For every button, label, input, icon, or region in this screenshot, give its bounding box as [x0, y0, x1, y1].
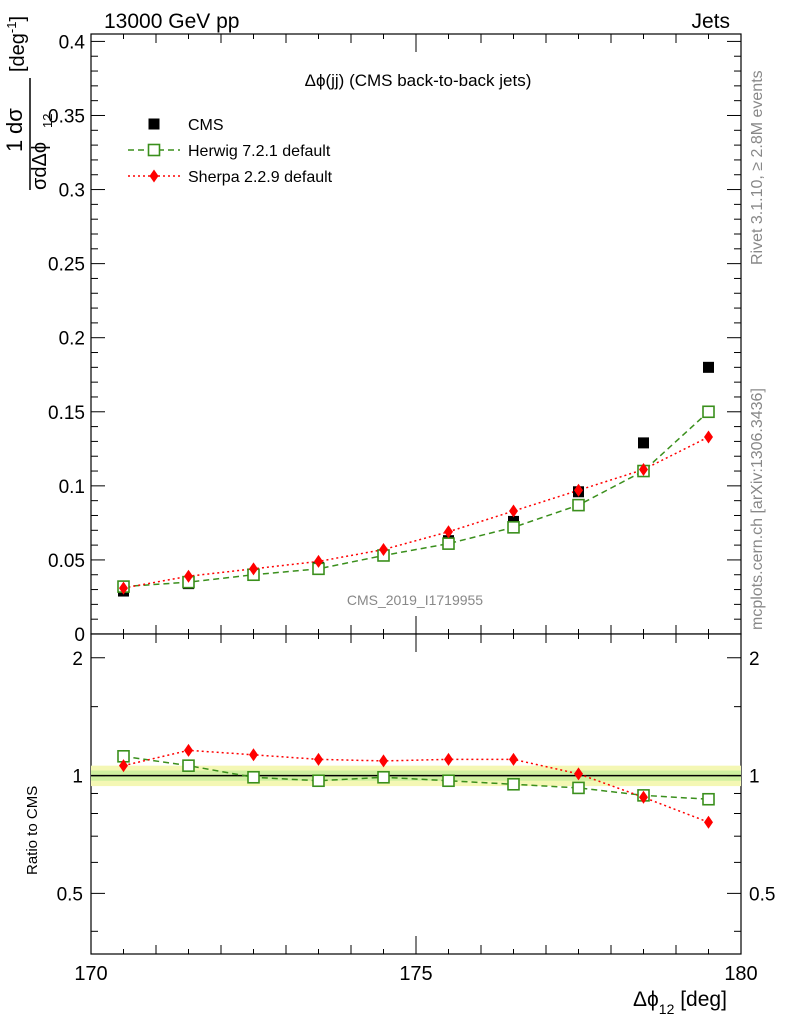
svg-text:12: 12 — [40, 114, 55, 128]
ratio-y-tick-label-left: 0.5 — [57, 884, 83, 905]
data-point — [507, 521, 520, 534]
ratio-series-layer — [117, 743, 715, 829]
x-tick-label: 175 — [399, 963, 432, 985]
ratio-y-axis: 0.5 0.5 1 1 2 2 — [57, 649, 775, 932]
ratio-y-tick-label-right: 0.5 — [749, 884, 775, 905]
main-y-tick-label: 0.1 — [59, 477, 85, 498]
main-y-tick-label: 0.4 — [59, 32, 86, 53]
data-point — [507, 777, 520, 791]
data-point — [444, 525, 453, 539]
data-point — [509, 752, 518, 766]
data-point — [444, 752, 453, 766]
data-point — [379, 754, 388, 768]
data-point — [184, 569, 193, 583]
data-point — [702, 405, 715, 419]
svg-text:Δϕ12 [deg]: Δϕ12 [deg] — [633, 988, 727, 1017]
legend-marker — [148, 118, 160, 130]
main-y-tick-label: 0 — [74, 625, 85, 646]
data-point — [704, 815, 713, 829]
data-point — [314, 554, 323, 568]
data-point — [119, 759, 128, 773]
data-point — [639, 790, 648, 804]
main-y-axis-label: 1 dσ σdΔϕ 12 [deg-1] — [2, 16, 55, 190]
main-y-tick-label: 0.25 — [48, 255, 85, 276]
x-tick-label: 180 — [724, 963, 757, 985]
main-y-tick-label: 0.3 — [59, 181, 85, 202]
series-line — [123, 436, 709, 589]
data-point — [379, 543, 388, 557]
data-point — [247, 770, 260, 784]
data-point — [704, 430, 713, 444]
data-point — [572, 498, 585, 512]
main-y-tick-label: 0.35 — [48, 106, 85, 127]
ratio-y-axis-label: Ratio to CMS — [24, 786, 41, 875]
data-point — [702, 792, 715, 806]
main-y-axis: 0 0.05 0.1 0.15 0.2 0.25 0.3 0.35 0.4 — [48, 32, 741, 646]
main-y-tick-label: 0.05 — [48, 551, 85, 572]
ratio-y-tick-label-right: 1 — [749, 767, 760, 788]
data-point — [249, 562, 258, 576]
ratio-y-tick-label-left: 1 — [72, 767, 83, 788]
main-y-tick-label: 0.2 — [59, 329, 85, 350]
data-point — [703, 361, 714, 373]
legend-label: Sherpa 2.2.9 default — [188, 169, 333, 186]
main-y-tick-label: 0.15 — [48, 403, 85, 424]
data-point — [314, 752, 323, 766]
mcplots-reference-label: mcplots.cern.ch [arXiv:1306.3436] — [749, 388, 766, 630]
legend-marker — [147, 143, 161, 157]
data-point — [312, 774, 325, 788]
svg-text:dσ: dσ — [2, 108, 27, 134]
data-point — [509, 504, 518, 518]
main-series-layer — [117, 361, 715, 597]
series-line — [123, 411, 710, 588]
x-axis-label: Δϕ12 [deg] — [633, 988, 727, 1017]
ratio-y-tick-label-right: 2 — [749, 649, 760, 670]
data-point — [574, 483, 583, 497]
header-category: Jets — [691, 10, 730, 33]
data-point — [119, 581, 128, 595]
data-point — [182, 759, 195, 772]
data-point — [574, 767, 583, 781]
data-point — [639, 463, 648, 477]
main-panel-frame — [90, 33, 742, 635]
data-point — [377, 770, 390, 784]
chart-title: Δϕ(jj) (CMS back-to-back jets) — [305, 71, 532, 90]
legend: CMS Herwig 7.2.1 default Sherpa 2.2.9 defa… — [128, 117, 333, 186]
data-point — [249, 748, 258, 762]
svg-text:σdΔϕ: σdΔϕ — [29, 142, 51, 190]
legend-label: Herwig 7.2.1 default — [188, 143, 331, 160]
svg-text:[deg-1]: [deg-1] — [4, 16, 29, 72]
legend-marker — [149, 169, 159, 183]
data-point — [442, 537, 455, 550]
x-tick-label: 170 — [74, 963, 107, 985]
svg-text:1: 1 — [2, 140, 27, 152]
header-process: 13000 GeV pp — [104, 10, 239, 33]
data-point — [572, 781, 585, 795]
ratio-y-tick-label-left: 2 — [72, 649, 83, 670]
data-point — [184, 743, 193, 757]
legend-label: CMS — [188, 117, 224, 134]
main-x-axis — [90, 34, 742, 634]
series-line — [123, 755, 709, 800]
analysis-watermark: CMS_2019_I1719955 — [347, 592, 483, 608]
rivet-version-label: Rivet 3.1.10, ≥ 2.8M events — [749, 70, 766, 265]
ratio-x-axis: 170 175 180 — [74, 634, 758, 985]
data-point — [442, 774, 455, 788]
data-point — [638, 437, 649, 449]
